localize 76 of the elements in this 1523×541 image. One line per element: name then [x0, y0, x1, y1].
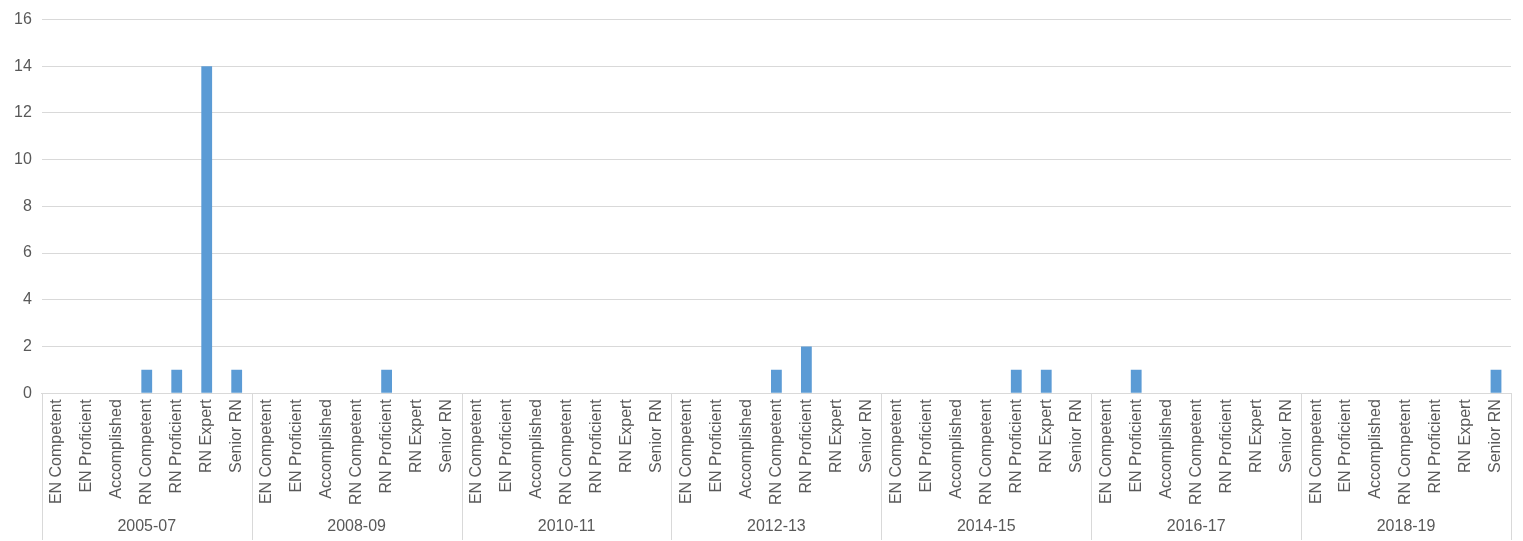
bar [381, 369, 393, 393]
x-tick-label: EN Proficient [496, 398, 514, 493]
x-tick-label: EN Competent [466, 398, 484, 505]
x-tick-label: RN Competent [1396, 398, 1414, 506]
x-tick-label: RN Expert [826, 398, 844, 473]
y-tick-label: 10 [14, 150, 32, 168]
x-tick-label: RN Proficient [1006, 398, 1024, 494]
x-tick-label: Senior RN [1066, 399, 1084, 473]
x-tick-label: RN Competent [556, 398, 574, 506]
x-tick-label: RN Proficient [1426, 398, 1444, 494]
x-tick-label: RN Proficient [377, 398, 395, 494]
x-tick-label: EN Competent [257, 398, 275, 505]
bar [1130, 369, 1142, 393]
x-tick-label: Senior RN [1486, 399, 1504, 473]
x-tick-label: Accomplished [946, 399, 964, 499]
x-tick-label: EN Proficient [77, 398, 95, 493]
x-tick-label: EN Competent [1096, 398, 1114, 505]
x-tick-label: Senior RN [227, 399, 245, 473]
x-tick-label: RN Expert [616, 398, 634, 473]
x-tick-label: RN Competent [976, 398, 994, 506]
x-tick-label: Accomplished [736, 399, 754, 499]
x-tick-label: RN Proficient [1216, 398, 1234, 494]
x-tick-label: RN Proficient [586, 398, 604, 494]
text: 2016-17 [1166, 517, 1226, 535]
x-tick-label: Accomplished [317, 399, 335, 499]
bar [201, 66, 213, 393]
bar [1040, 369, 1052, 393]
y-tick-label: 12 [14, 103, 32, 121]
text: 2014-15 [956, 517, 1016, 535]
bar [1010, 369, 1022, 393]
x-tick-label: EN Competent [1306, 398, 1324, 505]
x-tick-label: EN Competent [47, 398, 65, 505]
x-tick-label: RN Expert [1036, 398, 1054, 473]
x-tick-label: RN Expert [1246, 398, 1264, 473]
x-tick-label: EN Proficient [916, 398, 934, 493]
y-tick-label: 16 [14, 10, 32, 28]
x-tick-label: Senior RN [1276, 399, 1294, 473]
x-tick-label: RN Expert [197, 398, 215, 473]
text: 2005-07 [117, 517, 177, 535]
x-tick-label: RN Proficient [167, 398, 185, 494]
x-tick-label: Accomplished [107, 399, 125, 499]
x-tick-label: RN Proficient [796, 398, 814, 494]
y-tick-label: 8 [22, 196, 32, 214]
text: 2008-09 [327, 517, 387, 535]
x-tick-label: EN Proficient [287, 398, 305, 493]
x-tick-label: RN Expert [1456, 398, 1474, 473]
y-tick-label: 6 [22, 243, 32, 261]
y-tick-label: 14 [14, 56, 32, 74]
x-tick-label: Senior RN [856, 399, 874, 473]
text: 2010-11 [537, 517, 596, 535]
bar [1490, 369, 1502, 393]
x-tick-label: RN Competent [137, 398, 155, 506]
bar [141, 369, 153, 393]
bar [771, 369, 782, 393]
x-tick-label: Accomplished [1156, 399, 1174, 499]
x-tick-label: Accomplished [526, 399, 544, 499]
x-tick-label: EN Proficient [706, 398, 724, 493]
bar [171, 369, 183, 393]
x-tick-label: EN Proficient [1336, 398, 1354, 493]
x-tick-label: EN Competent [886, 398, 904, 505]
bar [231, 369, 243, 393]
y-tick-label: 0 [22, 383, 32, 401]
text: 2018-19 [1376, 517, 1436, 535]
x-tick-label: RN Expert [407, 398, 424, 473]
x-tick-label: RN Competent [347, 398, 365, 506]
y-tick-label: 2 [22, 336, 32, 354]
x-tick-label: RN Competent [1186, 398, 1204, 506]
x-tick-label: RN Competent [766, 398, 784, 506]
x-tick-label: Senior RN [646, 399, 664, 473]
x-tick-label: EN Proficient [1126, 398, 1144, 493]
x-tick-label: EN Competent [676, 398, 694, 505]
bar [800, 346, 812, 393]
x-tick-label: Senior RN [436, 399, 454, 473]
x-tick-label: Accomplished [1366, 399, 1384, 499]
text: 2012-13 [747, 517, 806, 535]
y-tick-label: 4 [22, 290, 32, 308]
